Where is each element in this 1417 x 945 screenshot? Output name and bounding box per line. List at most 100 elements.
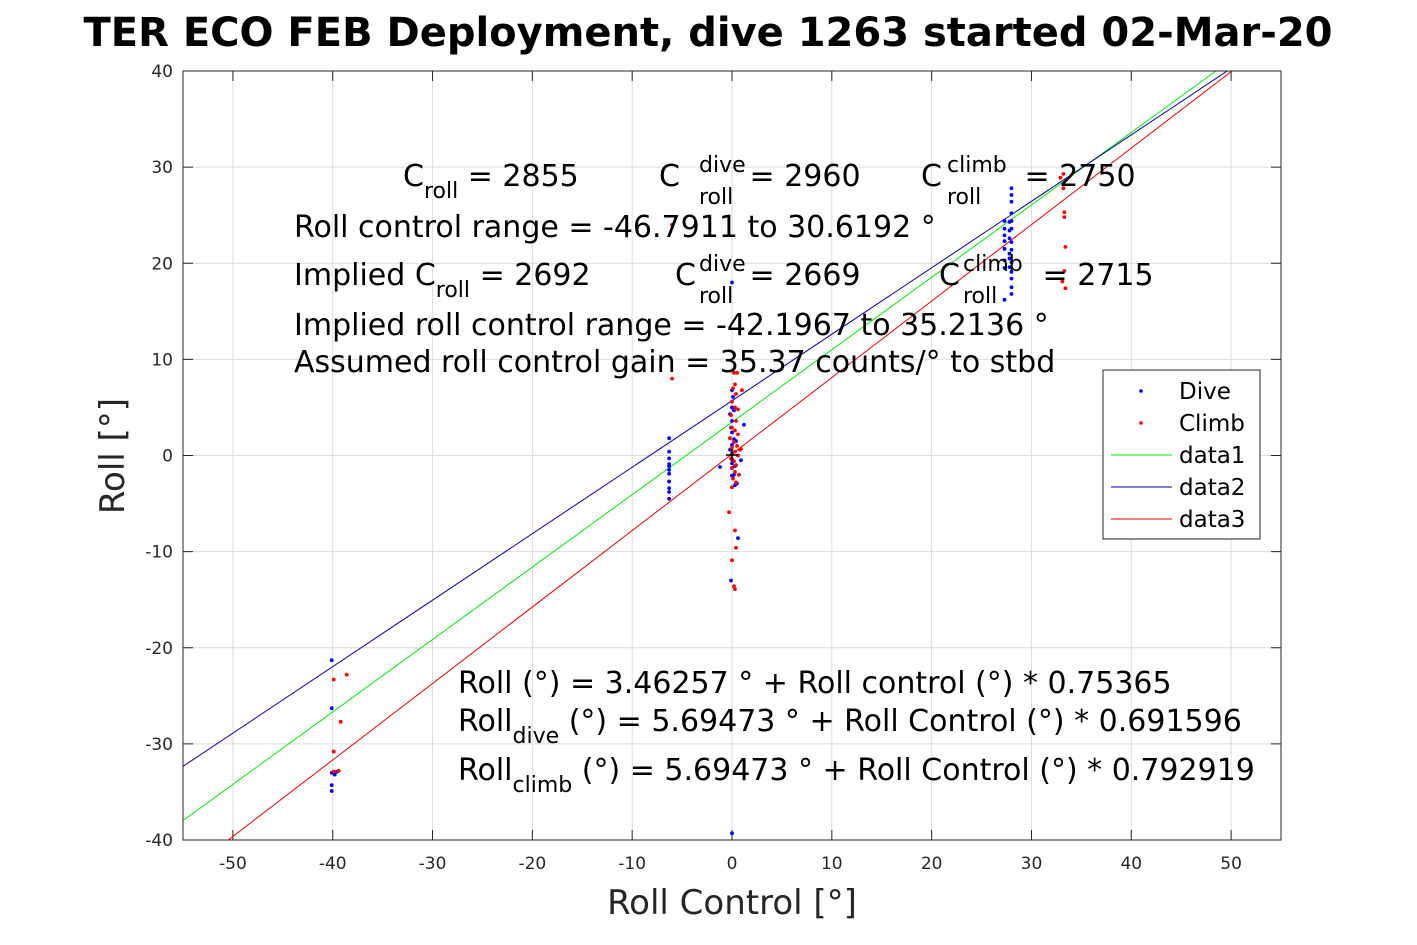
climb-point [735,370,739,375]
plot-frame [182,70,1282,841]
climb-point [1061,186,1066,191]
climb-point [736,432,740,437]
data-points [329,171,1068,836]
dive-point [667,449,672,454]
x-tick-label: -10 [618,854,646,874]
climb-point [1062,215,1067,220]
dive-point [731,394,735,399]
climb-point [736,407,740,412]
dive-point [667,456,672,461]
dive-point [1002,297,1007,302]
y-tick-label: 40 [151,62,173,82]
x-tick-label: 10 [821,854,843,874]
legend-marker-climb [1139,421,1143,425]
climb-point [730,445,734,450]
climb-point [731,386,735,391]
x-tick-label: 40 [1120,854,1142,874]
climb-point [740,388,744,393]
dive-point [667,471,672,476]
dive-point [1007,265,1012,269]
dive-point [667,479,672,484]
dive-point [1002,233,1007,238]
y-tick-label: -10 [145,543,173,563]
climb-point [331,769,336,774]
climb-point [1061,171,1066,176]
climb-point [733,428,737,433]
dive-point [1002,246,1007,251]
dive-point [1009,186,1014,191]
legend-label-data3: data3 [1179,507,1245,533]
dive-point [667,464,672,468]
dive-point [667,436,672,441]
x-axis-label: Roll Control [°] [607,883,857,923]
dive-point [1009,226,1014,231]
climb-point [336,768,341,773]
legend-item-climb: Climb [1139,411,1245,437]
x-tick-label: -40 [319,854,347,874]
climb-point [1062,210,1067,215]
annotation-fit-dive: Rolldive (°) = 5.69473 ° + Roll Control … [458,704,1242,749]
climb-point [331,749,336,754]
climb-point [733,405,737,410]
climb-point [731,476,735,481]
dive-point [667,496,672,501]
dive-point [667,490,672,494]
climb-point [734,480,738,485]
y-tick-label: -30 [145,735,173,755]
dive-point [742,422,746,427]
legend-label-data2: data2 [1179,475,1245,501]
y-tick-label: -40 [145,831,173,851]
dive-point [1002,219,1007,223]
dive-point [1009,270,1014,274]
dive-point [329,706,334,711]
legend: Dive Climb data1 data2 data3 [1102,369,1261,540]
y-tick-label: 30 [151,158,173,178]
climb-point [730,399,734,404]
dive-point [1002,239,1007,244]
dive-point [1009,219,1014,223]
dive-point [1002,258,1007,263]
dive-point [329,789,334,793]
dive-point [667,468,672,472]
ticks: -50 -40 -30 -20 -10 0 10 20 30 40 50 -40 -30 -20 -10 0 1… [145,62,1281,874]
climb-point [732,370,736,375]
legend-item-dive: Dive [1139,379,1231,405]
climb-point [730,485,734,490]
dive-point [1009,199,1014,204]
dive-point [1009,193,1014,197]
climb-point [734,418,738,423]
climb-point [733,528,737,533]
climb-point [1062,269,1067,273]
dive-point [1009,276,1014,281]
y-tick-label: -20 [145,639,173,659]
annotation-fit-climb: Rollclimb (°) = 5.69473 ° + Roll Control… [458,753,1255,798]
dive-point [718,465,722,469]
x-tick-label: 0 [727,854,738,874]
climb-point [1060,279,1065,284]
climb-point [733,587,737,592]
climb-point [670,376,675,381]
dive-point [732,408,736,413]
climb-point [338,719,343,724]
origin-marker [726,449,738,461]
dive-point [1007,251,1012,256]
dive-point [730,418,734,423]
y-tick-label: 0 [162,447,173,467]
climb-point [733,382,737,387]
dive-point [329,783,334,788]
climb-point [1063,245,1068,249]
climb-point [733,449,737,454]
dive-point [332,772,337,777]
dive-point [1009,260,1014,265]
y-axis-label: Roll [°] [93,398,133,514]
annotation-implied-range: Implied roll control range = -42.1967 to… [294,308,1049,343]
dive-point [1009,285,1014,290]
climb-point [734,545,738,550]
x-tick-label: 50 [1220,854,1242,874]
climb-point [732,459,736,464]
